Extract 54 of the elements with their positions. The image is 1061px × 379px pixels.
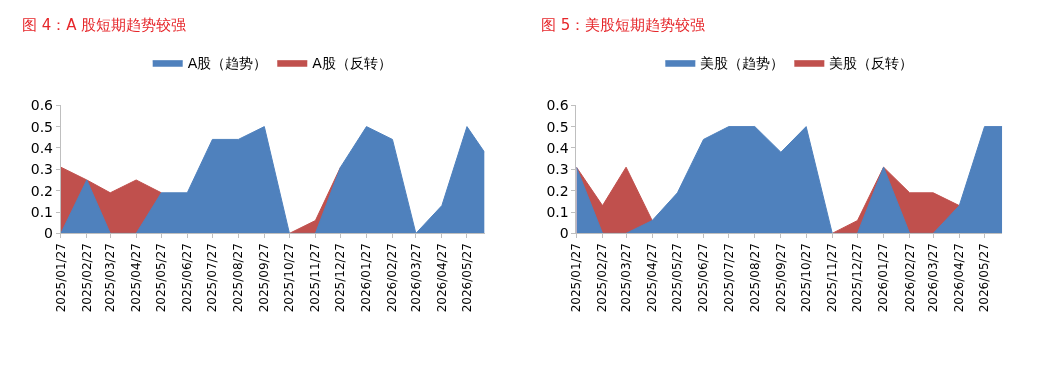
x-tick-label: 2025/02/27 (595, 243, 610, 313)
legend-label: 美股（反转） (829, 55, 914, 72)
y-tick-label: 0.3 (546, 161, 569, 178)
x-tick-label: 2025/10/27 (282, 243, 297, 313)
x-tick-label: 2025/07/27 (205, 243, 220, 313)
x-tick-label: 2025/06/27 (180, 243, 195, 313)
y-tick-label: 0.1 (546, 203, 569, 220)
y-tick-label: 0.3 (30, 161, 54, 178)
x-tick-label: 2026/05/27 (977, 243, 992, 313)
x-tick-label: 2025/03/27 (618, 243, 633, 313)
chart-title: 图 5：美股短期趋势较强 (541, 16, 706, 34)
legend-label: A股（趋势） (187, 55, 268, 72)
y-tick-label: 0 (44, 225, 54, 242)
x-tick-label: 2025/12/27 (333, 243, 348, 313)
y-tick-label: 0.5 (30, 118, 54, 135)
x-tick-label: 2026/05/27 (459, 243, 474, 313)
x-tick-label: 2025/06/27 (696, 243, 711, 313)
y-tick-label: 0.4 (30, 139, 54, 156)
x-tick-label: 2025/05/27 (670, 243, 685, 313)
x-tick-label: 2026/04/27 (434, 243, 449, 313)
x-tick-label: 2026/02/27 (902, 243, 917, 313)
x-tick-label: 2025/12/27 (850, 243, 865, 313)
x-tick-label: 2025/01/27 (53, 243, 68, 313)
x-tick-label: 2025/09/27 (257, 243, 272, 313)
y-tick-label: 0.5 (546, 118, 569, 135)
x-tick-label: 2025/01/27 (569, 243, 584, 313)
x-tick-label: 2025/05/27 (154, 243, 169, 313)
chart-title: 图 4：A 股短期趋势较强 (22, 16, 187, 34)
y-tick-label: 0.2 (30, 182, 54, 199)
y-tick-label: 0.6 (546, 97, 569, 114)
x-tick-label: 2026/01/27 (359, 243, 374, 313)
x-tick-label: 2025/11/27 (825, 243, 840, 313)
x-tick-label: 2025/09/27 (773, 243, 788, 313)
x-tick-label: 2025/07/27 (721, 243, 736, 313)
y-tick-label: 0.6 (30, 97, 54, 114)
y-tick-label: 0.1 (30, 203, 54, 220)
x-tick-label: 2025/02/27 (79, 243, 94, 313)
x-tick-label: 2025/08/27 (747, 243, 762, 313)
x-tick-label: 2025/08/27 (231, 243, 246, 313)
x-tick-label: 2026/03/27 (926, 243, 941, 313)
x-tick-label: 2026/01/27 (876, 243, 891, 313)
y-tick-label: 0.2 (546, 182, 569, 199)
x-tick-label: 2026/02/27 (385, 243, 400, 313)
legend-label: A股（反转） (312, 55, 392, 72)
x-tick-label: 2026/04/27 (952, 243, 967, 313)
x-tick-label: 2025/11/27 (308, 243, 323, 313)
x-tick-label: 2025/10/27 (799, 243, 814, 313)
x-tick-label: 2025/04/27 (645, 243, 660, 313)
y-tick-label: 0.4 (546, 139, 569, 156)
x-tick-label: 2025/03/27 (103, 243, 118, 313)
y-tick-label: 0 (559, 225, 569, 242)
legend-label: 美股（趋势） (700, 55, 785, 72)
x-tick-label: 2025/04/27 (129, 243, 144, 313)
x-tick-label: 2026/03/27 (408, 243, 423, 313)
